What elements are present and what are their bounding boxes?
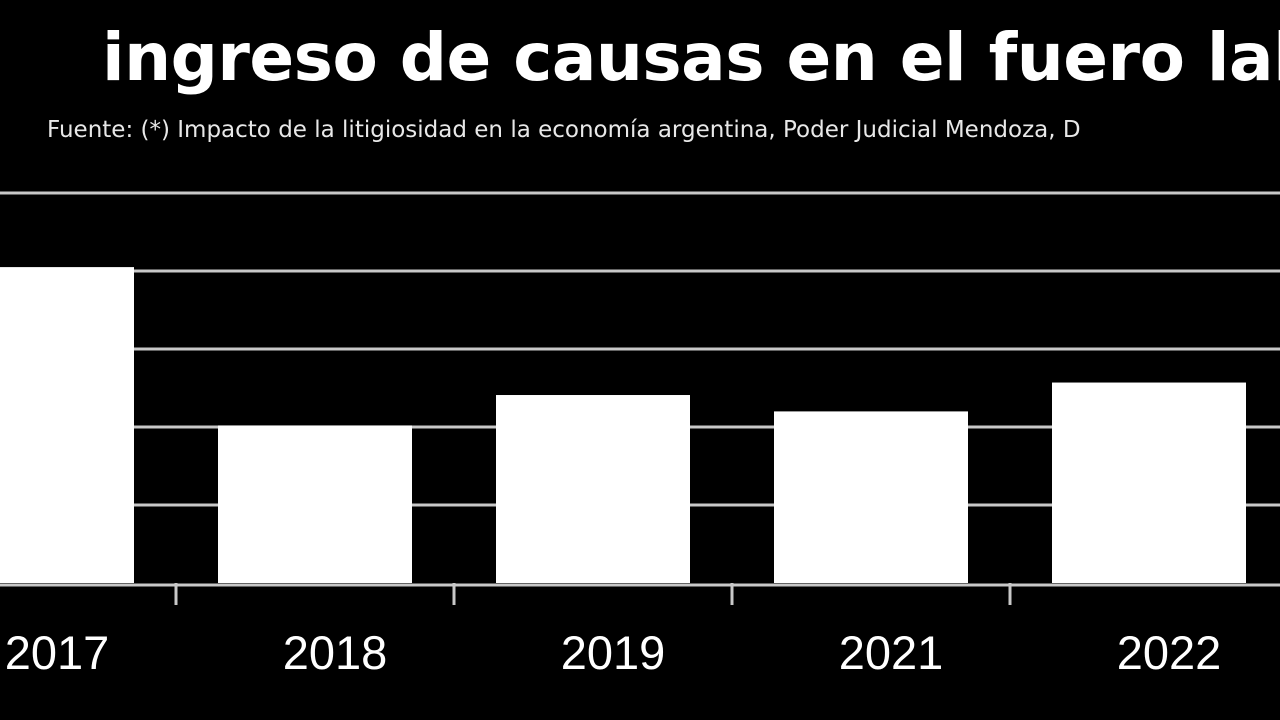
bar-2018 [218,425,412,583]
x-tick-label: 2018 [283,626,388,679]
bars [0,267,1246,583]
chart-subtitle: Fuente: (*) Impacto de la litigiosidad e… [47,117,1081,143]
x-tick-label: 2019 [561,626,666,679]
x-tick-label: 2022 [1117,626,1222,679]
bar-2017 [0,267,134,583]
bar-2022 [1052,382,1246,583]
chart-title: ingreso de causas en el fuero labo [102,19,1280,96]
bar-2021 [774,411,968,583]
x-tick-label: 2021 [839,626,944,679]
x-tick-label: 2017 [5,626,110,679]
x-axis: 2017 2018 2019 2021 2022 [0,583,1280,679]
bar-2019 [496,395,690,583]
